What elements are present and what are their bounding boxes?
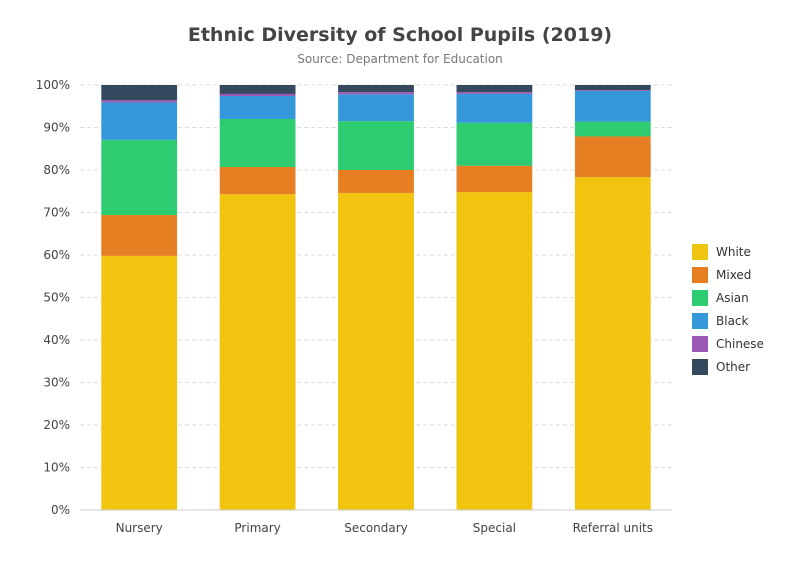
bar-special-white[interactable] <box>456 192 533 510</box>
bar-secondary-asian[interactable] <box>338 121 414 170</box>
legend-label-chinese[interactable]: Chinese <box>716 337 764 351</box>
x-tick-label-primary: Primary <box>234 521 280 535</box>
bar-primary-chinese[interactable] <box>219 93 296 97</box>
bar-secondary-black[interactable] <box>338 94 414 122</box>
y-tick-label: 70% <box>43 206 70 220</box>
bar-primary-white[interactable] <box>219 194 296 510</box>
x-tick-label-nursery: Nursery <box>116 521 163 535</box>
bar-nursery-chinese[interactable] <box>101 100 178 103</box>
legend-swatch-other[interactable] <box>692 359 708 375</box>
legend-label-white[interactable]: White <box>716 245 751 259</box>
y-tick-label: 60% <box>43 248 70 262</box>
y-tick-label: 0% <box>51 503 70 517</box>
axes: 0% 10% 20% 30% 40% 50% 60% 70% 80% 90% 100% Nursery… <box>36 78 672 535</box>
bar-special-chinese[interactable] <box>456 92 533 94</box>
bar-secondary-chinese[interactable] <box>338 92 414 95</box>
legend-swatch-black[interactable] <box>692 313 708 329</box>
y-tick-label: 100% <box>36 78 70 92</box>
bar-primary-mixed[interactable] <box>219 167 296 195</box>
bar-referral-units-black[interactable] <box>574 90 651 122</box>
bar-referral-units-white[interactable] <box>574 177 651 510</box>
bar-nursery-mixed[interactable] <box>101 215 178 256</box>
bar-special-other[interactable] <box>456 85 533 93</box>
y-tick-label: 30% <box>43 376 70 390</box>
bar-secondary-mixed[interactable] <box>338 170 414 193</box>
bar-primary-asian[interactable] <box>219 119 296 168</box>
x-tick-label-referral-units: Referral units <box>573 521 653 535</box>
bar-referral-units-mixed[interactable] <box>574 136 651 178</box>
bar-referral-units-other[interactable] <box>574 85 651 91</box>
y-tick-label: 40% <box>43 333 70 347</box>
legend-label-asian[interactable]: Asian <box>716 291 749 305</box>
bar-special-asian[interactable] <box>456 122 533 166</box>
legend-swatch-chinese[interactable] <box>692 336 708 352</box>
bar-nursery-asian[interactable] <box>101 139 178 216</box>
legend-label-mixed[interactable]: Mixed <box>716 268 751 282</box>
bar-primary-black[interactable] <box>219 96 296 119</box>
bar-referral-units-asian[interactable] <box>574 121 651 137</box>
y-tick-label: 50% <box>43 291 70 305</box>
bar-secondary-other[interactable] <box>338 85 414 93</box>
x-tick-label-special: Special <box>473 521 516 535</box>
bars <box>101 85 651 510</box>
y-tick-label: 20% <box>43 418 70 432</box>
bar-special-mixed[interactable] <box>456 165 533 193</box>
y-tick-label: 10% <box>43 461 70 475</box>
legend-label-black[interactable]: Black <box>716 314 749 328</box>
chart-subtitle: Source: Department for Education <box>297 52 503 66</box>
legend: White Mixed Asian Black Chinese Other <box>692 244 764 375</box>
bar-primary-other[interactable] <box>219 85 296 94</box>
legend-swatch-mixed[interactable] <box>692 267 708 283</box>
y-tick-label: 80% <box>43 163 70 177</box>
legend-swatch-white[interactable] <box>692 244 708 260</box>
bar-secondary-white[interactable] <box>338 192 414 510</box>
bar-special-black[interactable] <box>456 93 533 123</box>
bar-nursery-other[interactable] <box>101 85 178 101</box>
bar-referral-units-chinese[interactable] <box>574 90 651 91</box>
bar-nursery-black[interactable] <box>101 102 178 140</box>
bar-nursery-white[interactable] <box>101 255 178 510</box>
chart-title: Ethnic Diversity of School Pupils (2019) <box>188 24 612 46</box>
legend-swatch-asian[interactable] <box>692 290 708 306</box>
legend-label-other[interactable]: Other <box>716 360 750 374</box>
x-tick-label-secondary: Secondary <box>344 521 408 535</box>
y-tick-label: 90% <box>43 121 70 135</box>
